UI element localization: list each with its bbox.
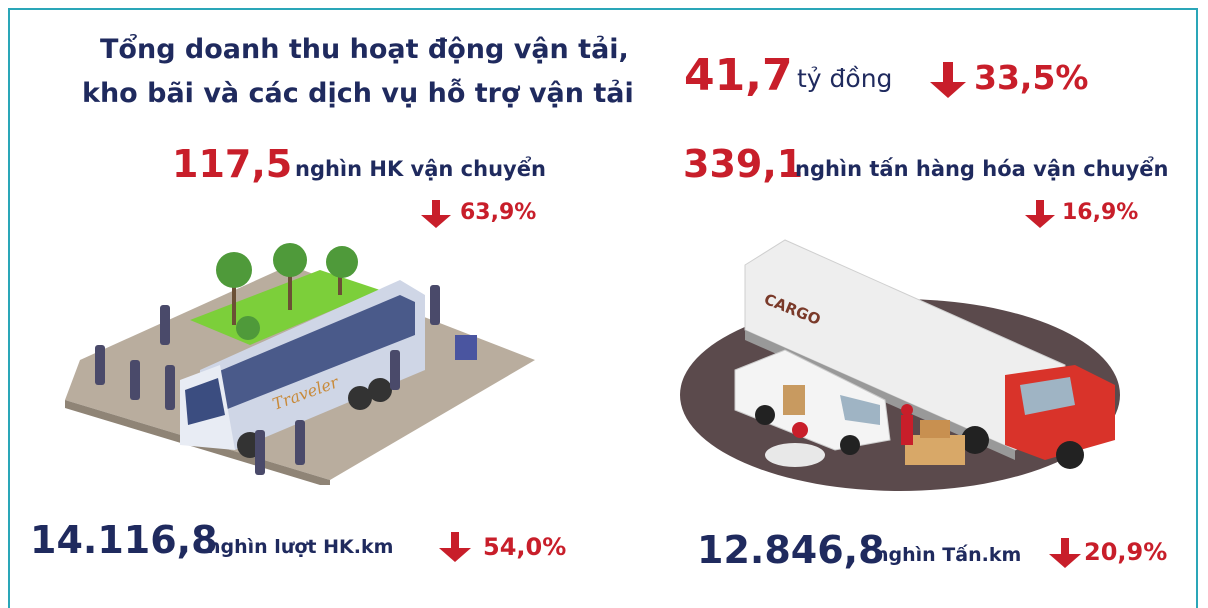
title-line: kho bãi và các dịch vụ hỗ trợ vận tải xyxy=(82,78,634,109)
down-arrow xyxy=(421,200,451,228)
revenue-unit: tỷ đồng xyxy=(797,64,893,93)
trees xyxy=(216,243,358,340)
passenger-km-change: 54,0% xyxy=(483,533,567,561)
cargo-change: 16,9% xyxy=(1062,200,1139,225)
revenue-value: 41,7 xyxy=(684,50,793,101)
cargo-km-unit: nghìn Tấn.km xyxy=(875,544,1022,566)
frame xyxy=(8,8,1198,608)
bus: Traveler xyxy=(180,280,425,458)
down-arrow xyxy=(930,62,966,98)
cargo-km-value: 12.846,8 xyxy=(697,528,885,572)
cargo-value: 339,1 xyxy=(683,142,804,186)
passengers-change: 63,9% xyxy=(460,200,537,225)
passenger-km-unit: nghìn lượt HK.km xyxy=(207,536,394,558)
passengers-value: 117,5 xyxy=(172,142,293,186)
down-arrow xyxy=(1049,538,1081,568)
page: {"header": {"title_lines": ["Tổng doanh … xyxy=(8,8,1198,608)
cargo-unit: nghìn tấn hàng hóa vận chuyển xyxy=(795,157,1169,181)
cargo-km-change: 20,9% xyxy=(1084,538,1168,566)
down-arrow xyxy=(1025,200,1055,228)
passengers-unit: nghìn HK vận chuyển xyxy=(295,157,546,181)
bus-illustration: Traveler xyxy=(65,243,535,485)
title-line: Tổng doanh thu hoạt động vận tải, xyxy=(100,34,629,65)
van xyxy=(734,349,891,455)
passenger-km-value: 14.116,8 xyxy=(30,518,218,562)
down-arrow xyxy=(439,532,471,562)
revenue-change: 33,5% xyxy=(974,58,1089,97)
people xyxy=(95,285,477,475)
truck-illustration: CARGO xyxy=(680,239,1120,491)
scooter-and-boxes xyxy=(765,404,965,467)
